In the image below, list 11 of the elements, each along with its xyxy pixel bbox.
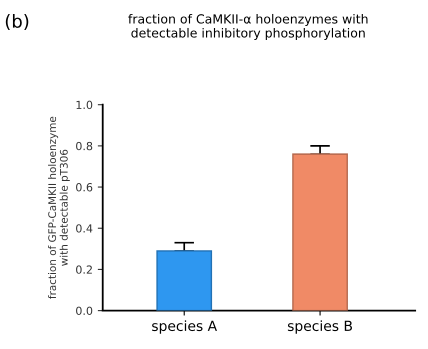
chart-title: fraction of CaMKII-α holoenzymes with detectable inhibitory phosphorylation	[128, 14, 368, 40]
y-tick-label: 0.0	[76, 306, 92, 315]
y-axis-title: fraction of GFP-CaMKII holoenzyme with detectable pT306	[48, 116, 70, 299]
y-tick-label: 0.6	[76, 183, 92, 192]
y-tick-label: 0.2	[76, 265, 92, 274]
x-tick-label: species A	[152, 320, 218, 334]
y-tick-label: 1.0	[76, 100, 92, 110]
x-tick-label: species B	[288, 320, 352, 334]
y-tick-label: 0.8	[76, 142, 92, 150]
text: (b)	[6, 14, 28, 30]
y-tick-label: 0.4	[76, 224, 92, 233]
